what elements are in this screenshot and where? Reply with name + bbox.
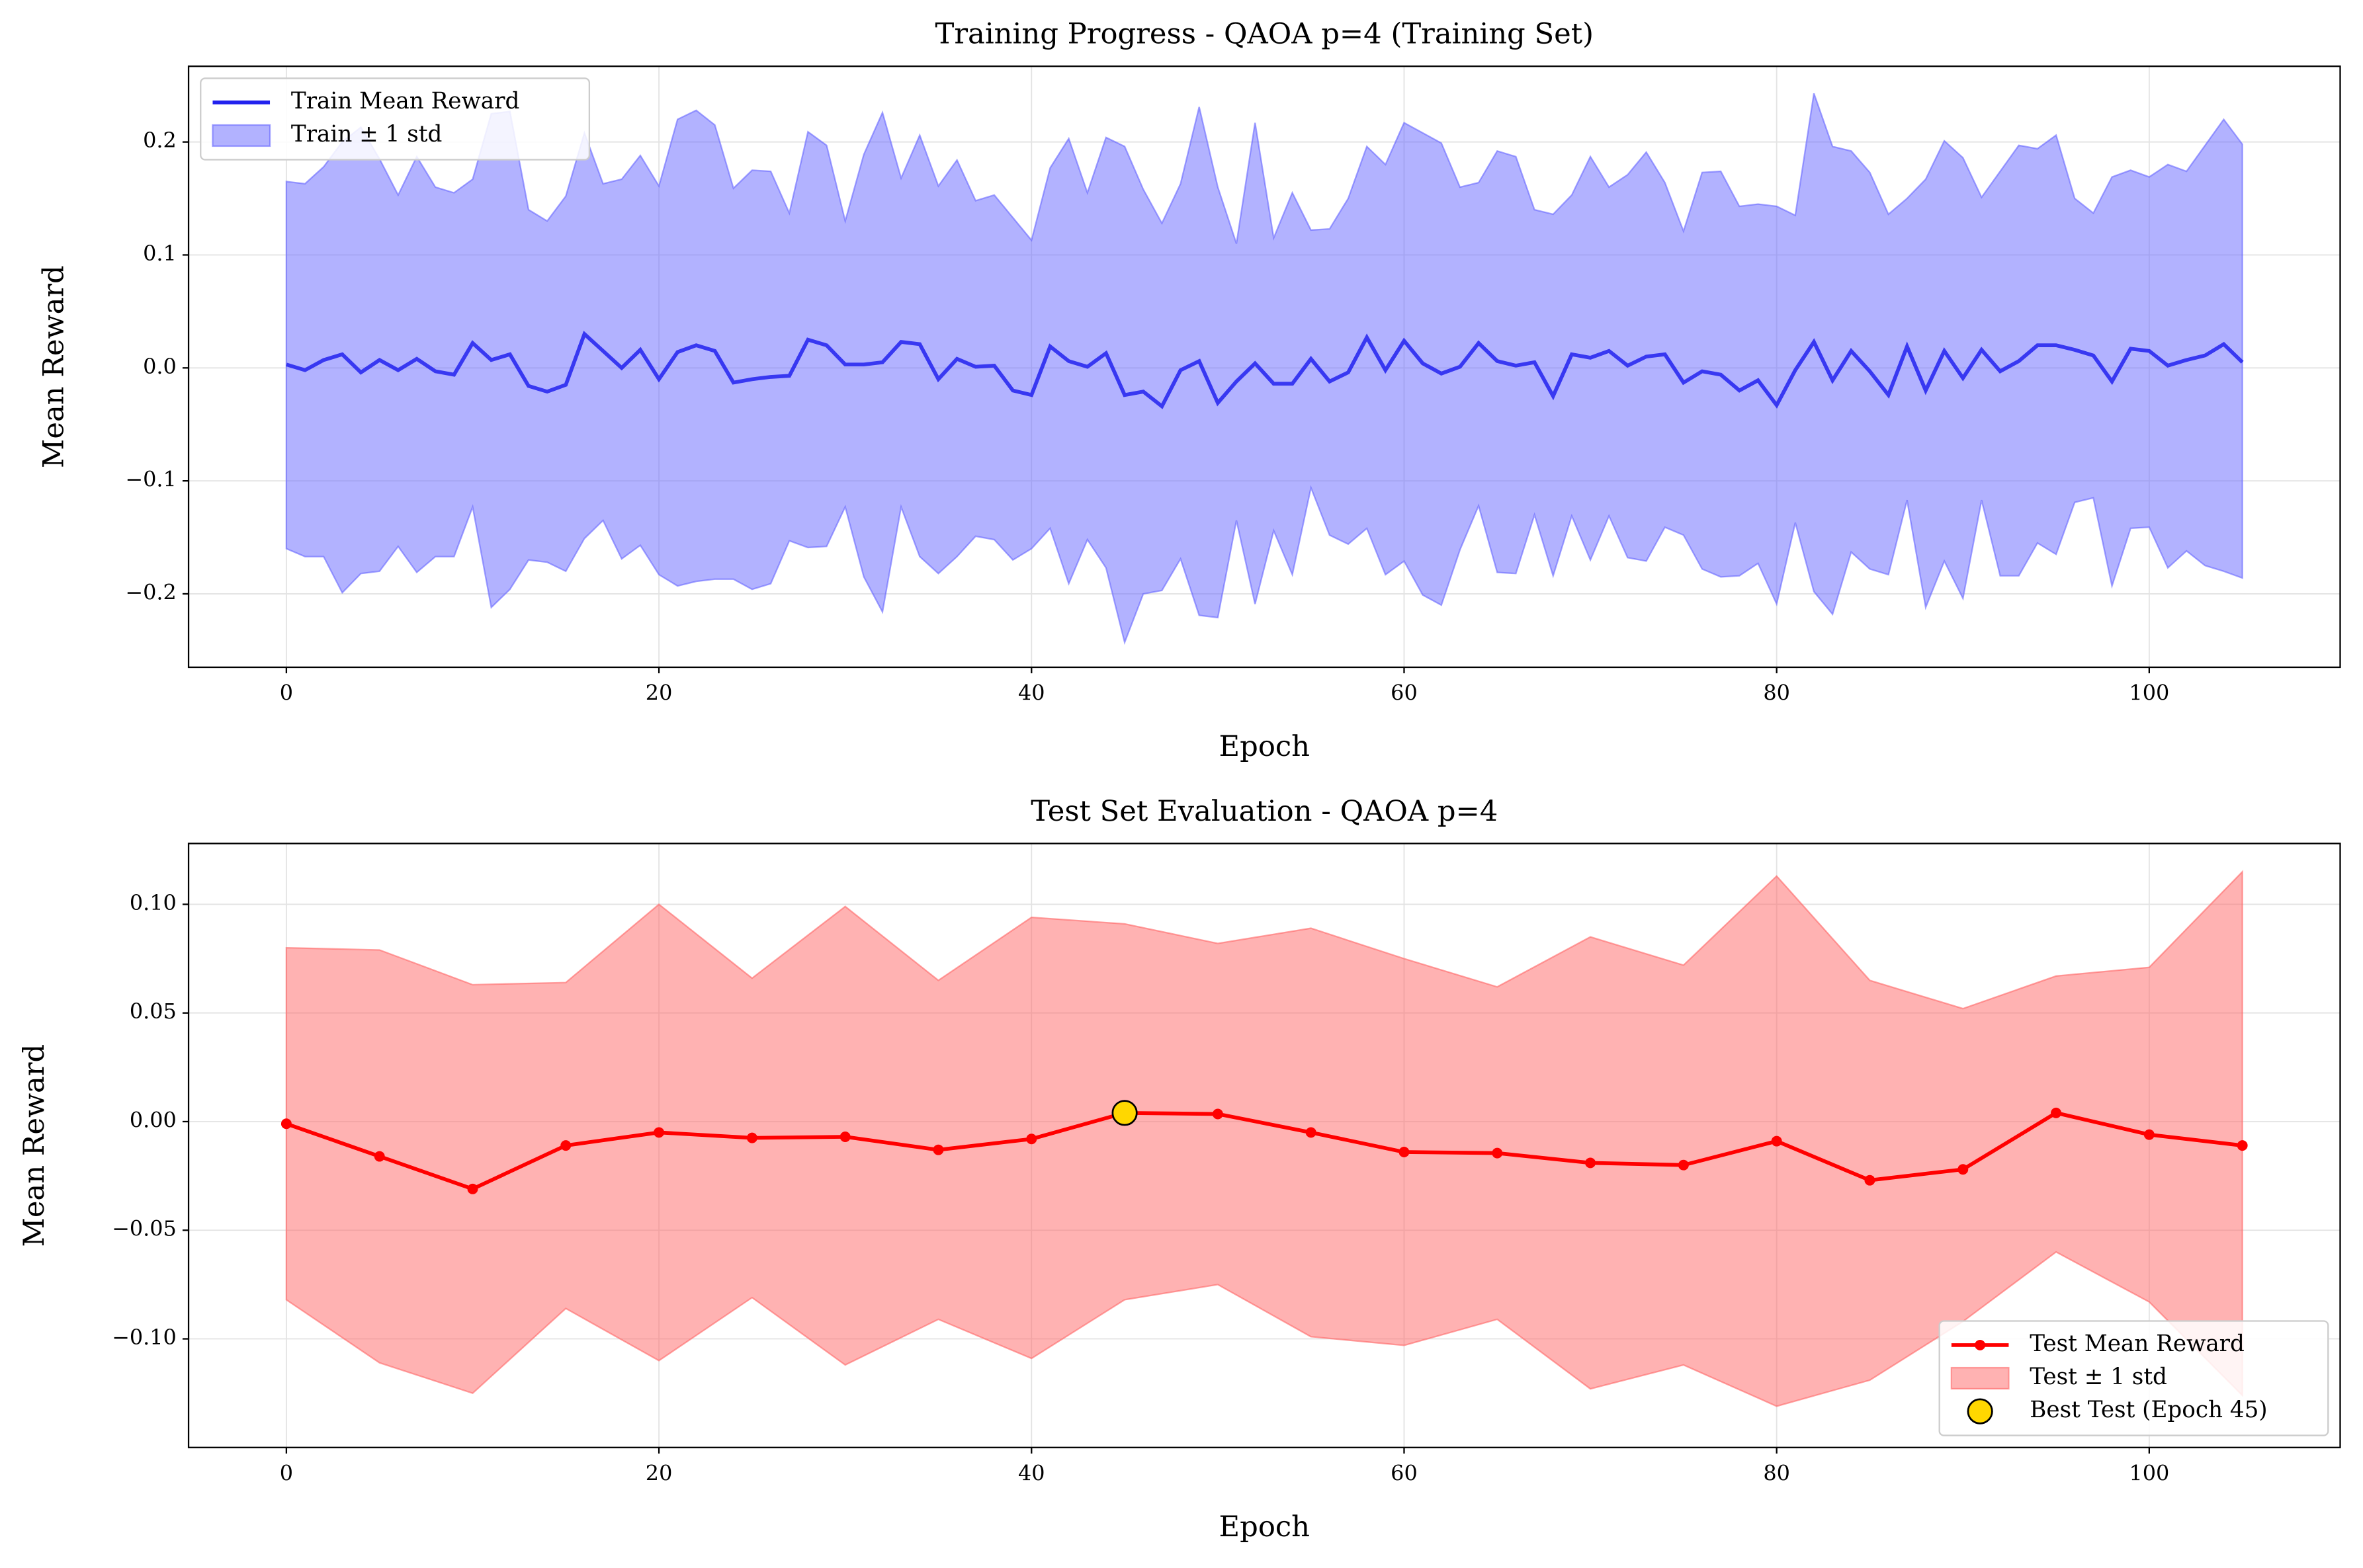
x-tick-label: 40 <box>1018 680 1045 705</box>
point <box>933 1144 944 1155</box>
point <box>1398 1147 1410 1157</box>
chart-title: Test Set Evaluation - QAOA p=4 <box>1031 795 1498 828</box>
y-tick-label: −0.1 <box>125 467 176 492</box>
x-tick-label: 40 <box>1018 1460 1045 1485</box>
point <box>1585 1157 1596 1169</box>
legend-label: Train Mean Reward <box>291 88 519 114</box>
x-tick-label: 20 <box>646 680 673 705</box>
x-tick-label: 60 <box>1391 1460 1418 1485</box>
chart-title: Training Progress - QAOA p=4 (Training S… <box>935 18 1594 51</box>
legend: Train Mean Reward Train ± 1 std <box>200 77 591 161</box>
x-tick-label: 20 <box>646 1460 673 1485</box>
point <box>839 1132 851 1142</box>
mean-line <box>285 1110 2243 1191</box>
legend-label: Best Test (Epoch 45) <box>2030 1397 2267 1423</box>
point <box>654 1127 665 1138</box>
point <box>1771 1135 1782 1147</box>
x-axis-label: Epoch <box>1219 730 1310 763</box>
plot-area <box>285 93 2244 645</box>
legend-patch <box>1950 1366 2010 1390</box>
legend-label: Test Mean Reward <box>2030 1331 2245 1357</box>
point <box>1957 1164 1969 1175</box>
x-tick-label: 80 <box>1763 1460 1790 1485</box>
y-tick-label: 0.00 <box>130 1107 177 1132</box>
y-tick-label: 0.1 <box>143 241 177 266</box>
y-tick-label: −0.05 <box>112 1216 177 1241</box>
x-tick-label: 60 <box>1391 680 1418 705</box>
y-tick-label: −0.10 <box>112 1325 177 1350</box>
point <box>2051 1107 2062 1118</box>
y-axis-label: Mean Reward <box>38 265 71 468</box>
legend-box <box>1938 1320 2329 1436</box>
y-tick-label: 0.10 <box>130 890 177 915</box>
point <box>2237 1140 2248 1151</box>
subplot: 0 20 40 60 80 100 −0.10 −0.05 0.00 0.05 0.10 Test S… <box>18 795 2341 1544</box>
legend-box <box>200 77 591 161</box>
axes-frame <box>187 843 2341 1448</box>
x-tick-label: 0 <box>280 1460 293 1485</box>
x-axis-label: Epoch <box>1219 1510 1310 1544</box>
y-tick-label: −0.2 <box>125 579 176 604</box>
legend-label: Train ± 1 std <box>291 121 442 147</box>
x-tick-label: 100 <box>2129 1460 2169 1485</box>
legend-marker <box>1975 1339 1986 1350</box>
legend-patch <box>212 124 271 147</box>
point <box>1212 1108 1223 1120</box>
plot-area <box>280 870 2248 1407</box>
std-band <box>285 93 2243 645</box>
x-tick-label: 80 <box>1763 680 1790 705</box>
x-tick-label: 0 <box>280 680 293 705</box>
subplot: 0 20 40 60 80 100 −0.2 −0.1 0.0 0.1 0.2 Training Pr… <box>38 18 2341 763</box>
point <box>467 1183 478 1194</box>
point <box>1678 1159 1689 1171</box>
y-axis-label: Mean Reward <box>18 1044 51 1247</box>
x-tick-label: 100 <box>2129 680 2169 705</box>
y-tick-label: 0.0 <box>143 354 177 379</box>
point <box>374 1151 385 1162</box>
point <box>1305 1127 1316 1138</box>
point <box>1492 1147 1503 1159</box>
mean-line <box>286 331 2244 409</box>
y-tick-label: 0.2 <box>143 128 177 153</box>
point <box>746 1132 757 1143</box>
point <box>2143 1129 2155 1140</box>
y-tick-label: 0.05 <box>130 999 177 1024</box>
point <box>1864 1175 1875 1186</box>
point <box>1026 1134 1037 1145</box>
point <box>560 1140 572 1151</box>
legend-marker <box>1967 1398 1993 1424</box>
point <box>280 1118 292 1130</box>
legend: Test Mean Reward Test ± 1 std Best Test (E… <box>1938 1320 2329 1436</box>
axes-frame <box>187 65 2341 669</box>
best-point <box>1111 1100 1138 1126</box>
legend-label: Test ± 1 std <box>2030 1364 2167 1390</box>
